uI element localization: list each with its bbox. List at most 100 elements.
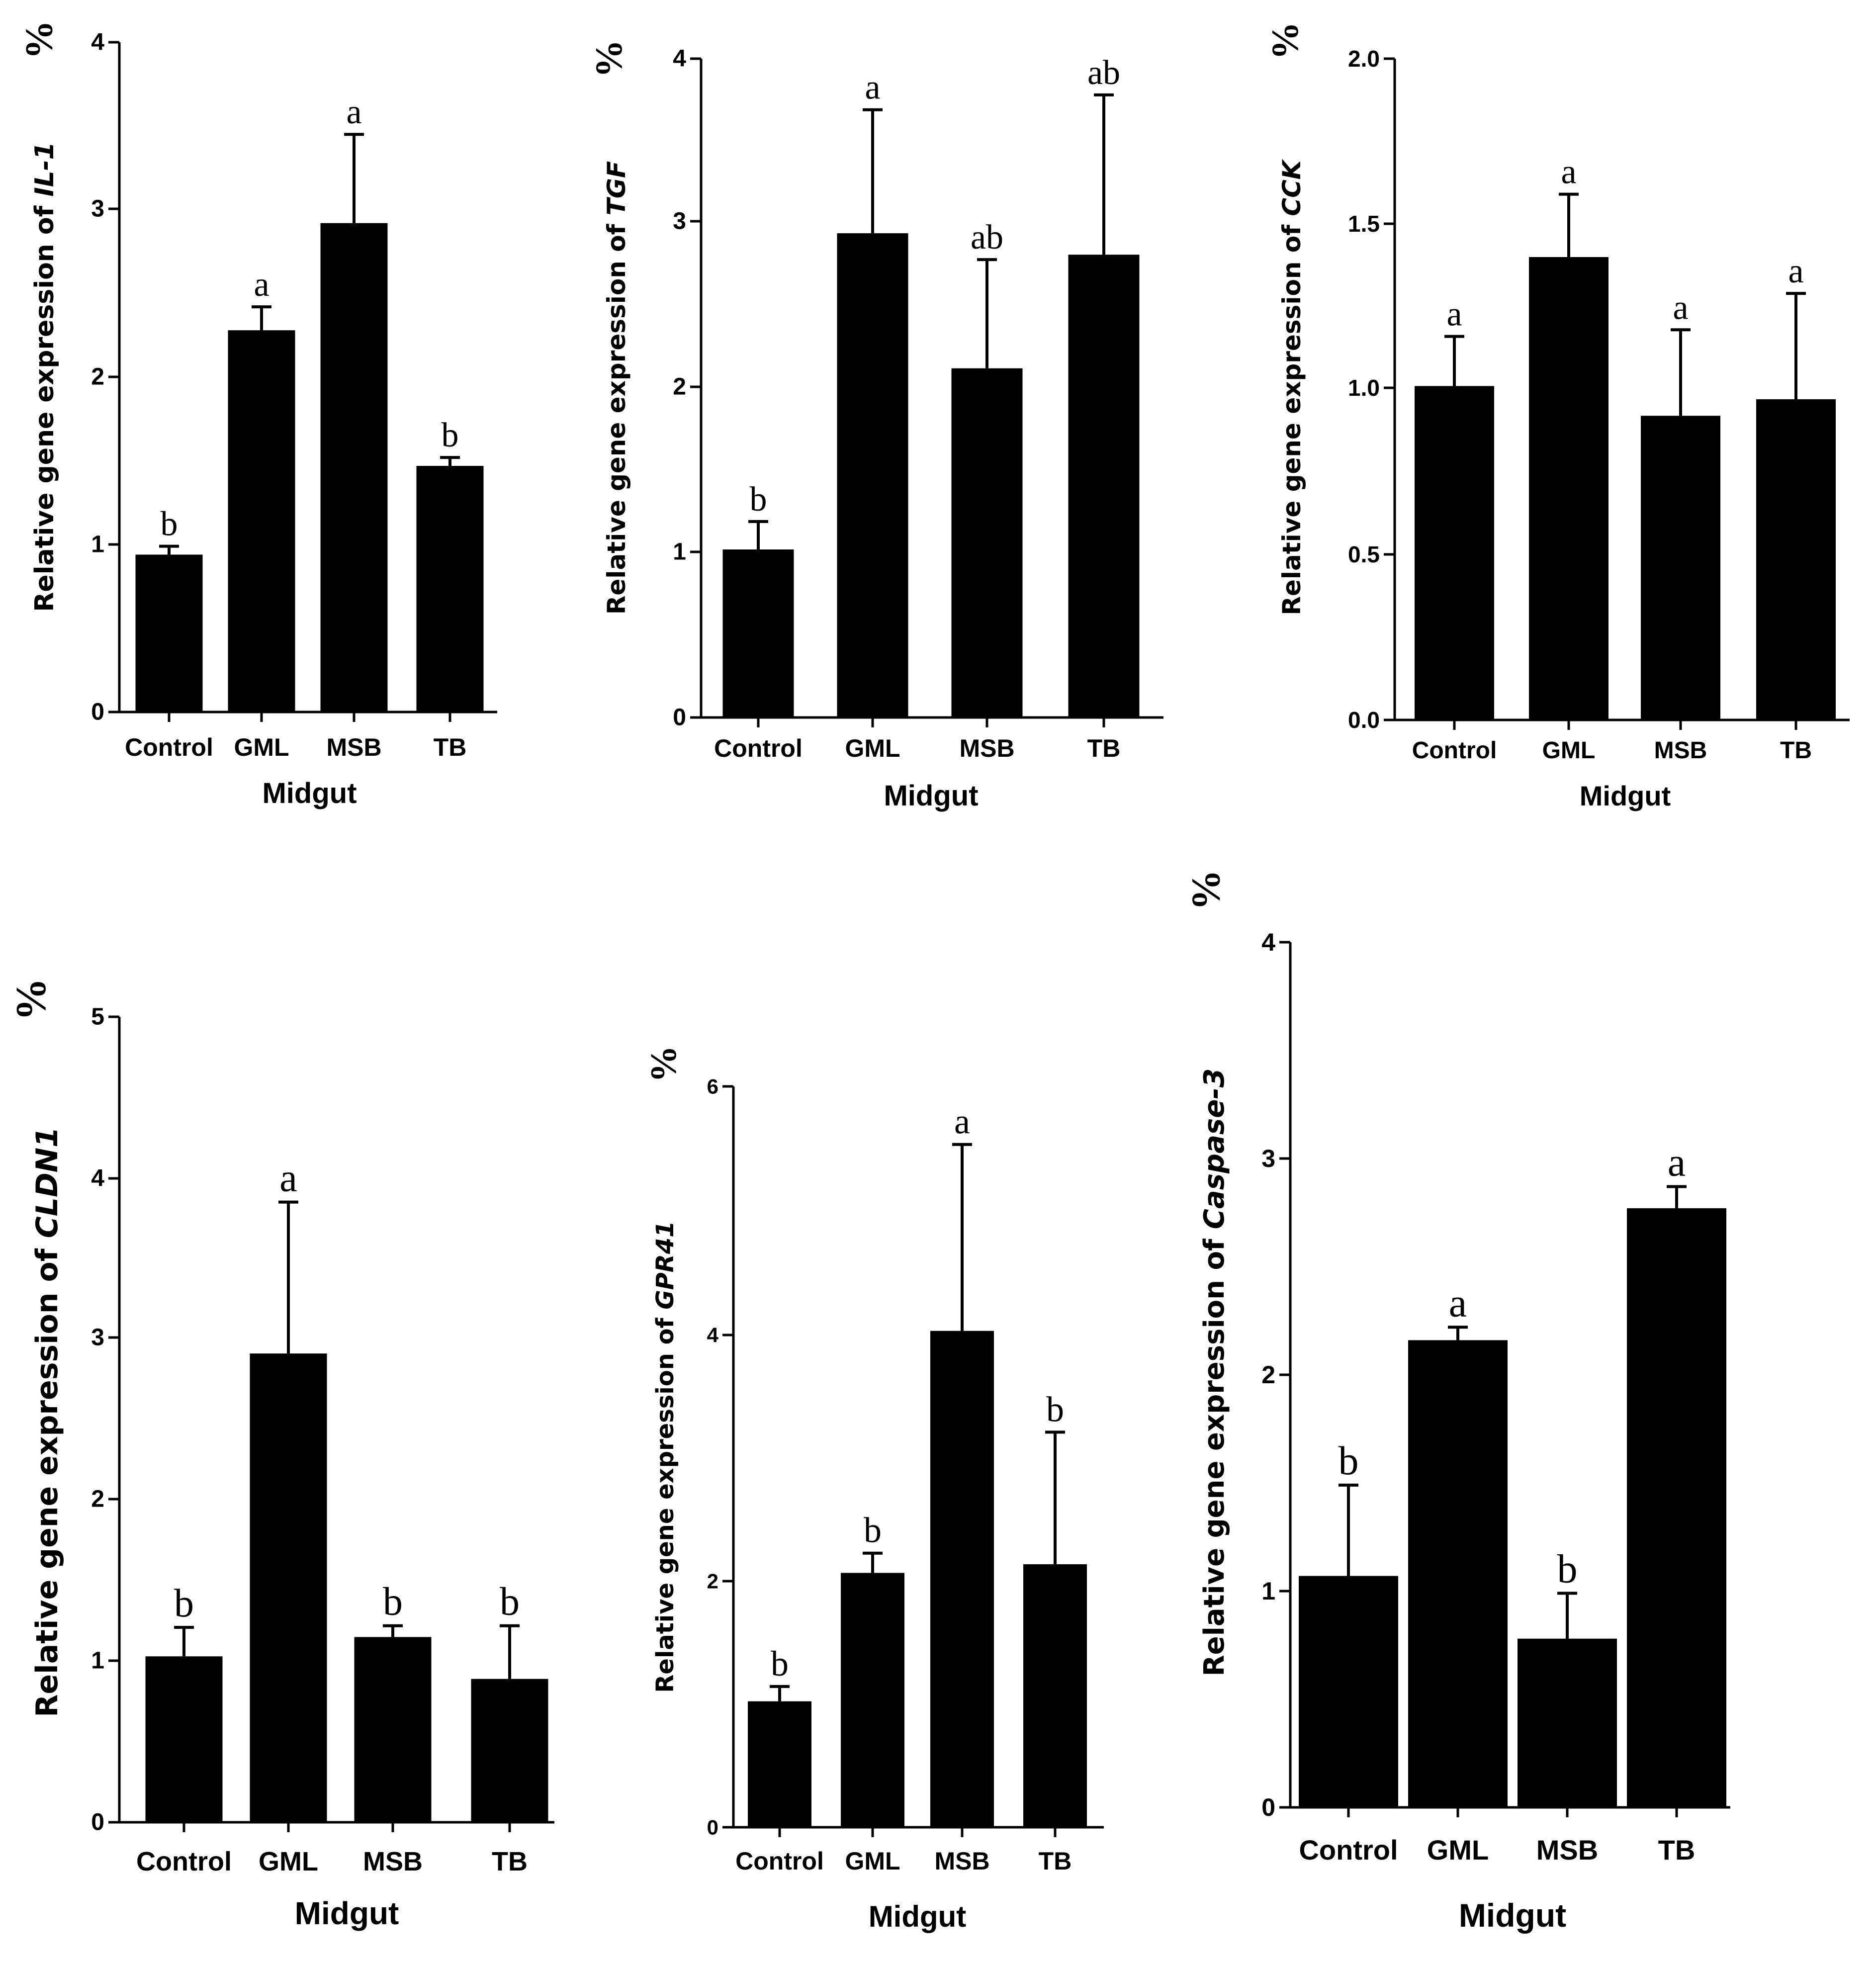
x-tick-label: MSB: [959, 734, 1014, 762]
chart-panel-il1: 0 1 2 3 4 b Control a GML a MSB b TB Midgut Relative g…: [17, 20, 497, 809]
significance-label: a: [1673, 288, 1688, 327]
y-tick-label: 2.0: [1348, 46, 1380, 72]
y-tick-label: 0: [91, 699, 104, 725]
x-axis-title: Midgut: [262, 777, 357, 809]
y-axis-title-prefix: Relative gene expression of: [602, 215, 631, 615]
y-axis-title-gene: IL-1: [30, 142, 60, 196]
y-axis-title: Relative gene expression of IL-1: [30, 142, 60, 612]
bar-msb: [1518, 1638, 1617, 1807]
y-tick-label: 0.0: [1348, 707, 1380, 733]
x-tick-label: Control: [1299, 1834, 1398, 1866]
x-tick-label: MSB: [1654, 737, 1707, 764]
y-axis-title-prefix: Relative gene expression of: [1198, 1229, 1231, 1676]
x-tick-label: MSB: [934, 1847, 989, 1875]
y-axis-title-gene: CCK: [1277, 159, 1306, 216]
y-axis-title-prefix: Relative gene expression of: [30, 1238, 65, 1717]
significance-label: b: [1046, 1389, 1064, 1429]
significance-label: a: [865, 69, 880, 107]
y-tick-label: 0: [91, 1809, 104, 1836]
bar-gml: [841, 1573, 904, 1827]
bar-tb: [416, 465, 484, 712]
x-axis-title: Midgut: [869, 1900, 967, 1933]
bar-msb: [1641, 416, 1720, 720]
chart-panel-tgf: 0 1 2 3 4 b Control a GML ab MSB ab TB Midgut Relative…: [588, 40, 1163, 812]
y-axis-title: Relative gene expression of CLDN1: [30, 1127, 65, 1717]
significance-label: a: [1449, 1280, 1467, 1325]
y-tick-label: 1.0: [1348, 375, 1380, 401]
y-tick-label: 1: [1261, 1577, 1275, 1605]
bar-gml: [250, 1353, 327, 1822]
bar-tb: [1756, 399, 1836, 720]
y-tick-label: 1.5: [1348, 211, 1380, 237]
significance-label: b: [174, 1582, 194, 1625]
bar-gml: [837, 233, 908, 717]
chart-panel-cck: 0.0 0.5 1.0 1.5 2.0 a Control a GML a MSB a TB Midgut…: [1264, 22, 1850, 811]
y-tick-label: 4: [1261, 928, 1275, 956]
x-tick-label: MSB: [363, 1847, 423, 1876]
x-tick-label: TB: [1658, 1834, 1696, 1866]
significance-label: a: [1668, 1140, 1686, 1185]
bar-control: [1299, 1576, 1398, 1807]
x-tick-label: TB: [1087, 734, 1121, 762]
significance-label: b: [161, 505, 178, 543]
percent-symbol: %: [588, 40, 630, 78]
bar-control: [145, 1656, 223, 1822]
y-tick-label: 3: [91, 196, 104, 222]
y-axis-title: Relative gene expression of TGF: [602, 161, 631, 615]
x-tick-label: TB: [434, 733, 467, 761]
x-tick-label: Control: [735, 1847, 824, 1875]
y-tick-label: 4: [707, 1324, 719, 1347]
bar-msb: [930, 1331, 994, 1827]
significance-label: a: [1788, 252, 1803, 290]
bar-msb: [354, 1637, 432, 1822]
percent-symbol: %: [7, 978, 55, 1021]
percent-symbol: %: [1264, 22, 1306, 60]
x-tick-label: GML: [845, 734, 900, 762]
significance-label: b: [1339, 1438, 1359, 1483]
chart-panel-gpr41: 0 2 4 6 b Control b GML a MSB b TB Midgut Relative ge…: [643, 1046, 1104, 1933]
significance-label: b: [1557, 1546, 1578, 1591]
bar-gml: [1408, 1340, 1508, 1807]
y-axis-title-gene: GPR41: [651, 1221, 679, 1309]
x-tick-label: GML: [234, 733, 289, 761]
percent-symbol: %: [1183, 870, 1229, 910]
bar-tb: [471, 1679, 548, 1822]
y-tick-label: 0: [673, 705, 686, 731]
significance-label: a: [954, 1102, 970, 1142]
significance-label: b: [750, 480, 767, 519]
y-tick-label: 2: [707, 1570, 718, 1593]
y-axis-title-prefix: Relative gene expression of: [30, 197, 60, 612]
y-axis-title-prefix: Relative gene expression of: [1277, 216, 1306, 616]
y-tick-label: 5: [91, 1004, 104, 1030]
y-tick-label: 0.5: [1348, 541, 1380, 567]
x-tick-label: Control: [1412, 737, 1497, 764]
significance-label: a: [346, 93, 361, 131]
y-tick-label: 2: [673, 374, 686, 400]
y-axis-title-gene: Caspase-3: [1198, 1069, 1231, 1230]
y-axis-title: Relative gene expression of Caspase-3: [1198, 1069, 1231, 1677]
x-tick-label: Control: [125, 733, 213, 761]
y-tick-label: 4: [91, 1165, 104, 1192]
y-tick-label: 0: [1261, 1793, 1275, 1821]
bar-tb: [1068, 255, 1140, 717]
bar-msb: [951, 368, 1023, 717]
y-axis-title: Relative gene expression of GPR41: [651, 1221, 679, 1693]
significance-label: ab: [1087, 54, 1120, 92]
y-tick-label: 1: [91, 1648, 104, 1674]
x-tick-label: GML: [259, 1847, 318, 1876]
x-axis-title: Midgut: [1459, 1897, 1566, 1934]
bar-control: [1415, 386, 1494, 720]
bar-control: [722, 549, 794, 717]
significance-label: b: [383, 1580, 403, 1624]
y-tick-label: 6: [707, 1075, 718, 1098]
x-axis-title: Midgut: [1580, 780, 1671, 811]
x-axis-title: Midgut: [295, 1895, 399, 1931]
chart-panel-caspase3: 0 1 2 3 4 b Control a GML b MSB a TB Midgut Relative g…: [1183, 870, 1730, 1934]
x-tick-label: TB: [492, 1847, 528, 1876]
significance-label: a: [279, 1157, 297, 1200]
significance-label: b: [771, 1644, 789, 1684]
bar-gml: [228, 330, 295, 712]
x-tick-label: TB: [1780, 737, 1812, 764]
significance-label: b: [442, 416, 459, 454]
